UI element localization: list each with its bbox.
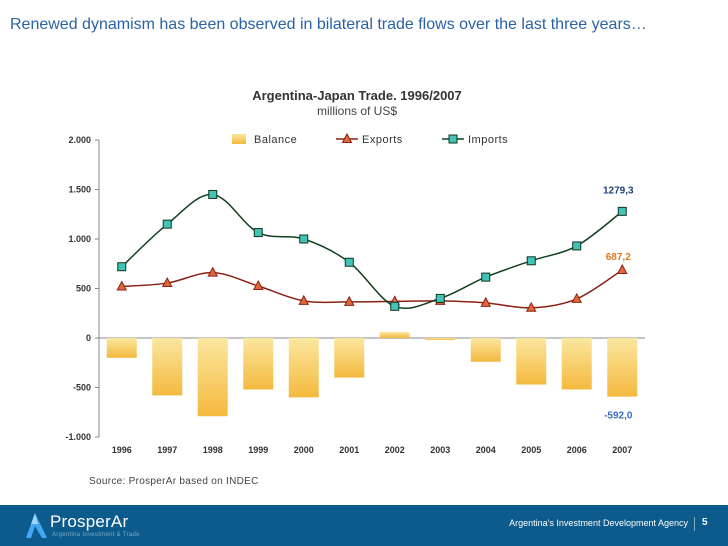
footer-divider <box>694 517 695 531</box>
x-tick-label: 1999 <box>248 445 268 455</box>
exports-marker <box>343 295 355 306</box>
logo-tagline: Argentina Investment & Trade <box>52 532 140 538</box>
balance-bar <box>470 338 501 362</box>
legend-imports-marker <box>448 134 458 144</box>
balance-bar <box>607 338 638 397</box>
y-tick-label: -1.000 <box>65 432 91 442</box>
x-tick-label: 2004 <box>476 445 496 455</box>
imports-marker <box>526 256 536 266</box>
series-lines <box>121 193 623 310</box>
imports-marker <box>344 257 354 267</box>
x-tick-label: 1997 <box>157 445 177 455</box>
legend-balance-swatch <box>232 134 246 144</box>
source-note: Source: ProsperAr based on INDEC <box>89 476 259 487</box>
imports-marker <box>572 241 582 251</box>
x-tick-label: 2005 <box>521 445 541 455</box>
legend-exports-marker <box>341 132 353 143</box>
footer-bar: ProsperAr Argentina Investment & Trade A… <box>0 505 728 546</box>
x-tick-label: 2002 <box>385 445 405 455</box>
exports-marker <box>207 266 219 277</box>
chart-legend: Balance Exports Imports <box>232 132 508 146</box>
chart-annotations: 1279,3 687,2 -592,0 <box>603 185 634 421</box>
balance-bar <box>334 338 365 378</box>
exports-marker <box>480 296 492 307</box>
x-tick-label: 1998 <box>203 445 223 455</box>
y-tick-label: 0 <box>86 333 91 343</box>
chart-title: Argentina-Japan Trade. 1996/2007 <box>252 88 462 103</box>
x-tick-label: 2003 <box>430 445 450 455</box>
prosperar-logo-icon <box>26 513 47 538</box>
series-markers <box>116 189 628 312</box>
exports-marker <box>525 301 537 312</box>
imports-marker <box>617 206 627 216</box>
imports-value-label: 1279,3 <box>603 185 634 196</box>
balance-bar <box>379 332 410 338</box>
trade-chart: Argentina-Japan Trade. 1996/2007 million… <box>65 88 645 487</box>
slide-headline: Renewed dynamism has been observed in bi… <box>10 16 647 33</box>
imports-marker <box>299 234 309 244</box>
y-tick-label: 1.500 <box>68 185 91 195</box>
exports-marker <box>116 280 128 291</box>
balance-bar <box>425 338 456 340</box>
balance-value-label: -592,0 <box>604 411 633 422</box>
imports-marker <box>390 301 400 311</box>
imports-marker <box>481 272 491 282</box>
footer-agency-text: Argentina’s Investment Development Agenc… <box>509 518 688 528</box>
legend-exports-label: Exports <box>362 134 403 146</box>
legend-imports-label: Imports <box>468 134 508 146</box>
x-tick-label: 2006 <box>567 445 587 455</box>
chart-subtitle: millions of US$ <box>317 104 397 118</box>
y-tick-label: 1.000 <box>68 234 91 244</box>
exports-marker <box>252 279 264 291</box>
imports-line <box>121 193 623 310</box>
balance-bar <box>197 338 228 417</box>
balance-bar <box>152 338 183 396</box>
exports-marker <box>298 294 310 305</box>
exports-marker <box>571 292 583 303</box>
balance-bars <box>106 332 638 417</box>
balance-bar <box>516 338 547 385</box>
y-tick-label: 2.000 <box>68 135 91 145</box>
balance-bar <box>561 338 592 390</box>
y-tick-label: 500 <box>76 284 91 294</box>
imports-marker <box>253 228 263 238</box>
legend-balance-label: Balance <box>254 134 297 146</box>
balance-bar <box>243 338 274 390</box>
imports-marker <box>162 219 172 229</box>
balance-bar <box>288 338 319 398</box>
imports-marker <box>208 189 218 199</box>
exports-marker <box>161 276 173 288</box>
exports-marker <box>616 263 628 274</box>
imports-marker <box>435 293 445 303</box>
page-number: 5 <box>702 517 708 528</box>
x-tick-label: 2000 <box>294 445 314 455</box>
balance-bar <box>106 338 137 358</box>
chart-axes: 2.000 1.500 1.000 500 0 -500 -1.000 1996 1997 199… <box>65 135 645 455</box>
x-tick-label: 1996 <box>112 445 132 455</box>
x-tick-label: 2001 <box>339 445 359 455</box>
logo-wordmark: ProsperAr <box>50 512 129 531</box>
x-tick-label: 2007 <box>612 445 632 455</box>
imports-marker <box>117 262 127 272</box>
y-tick-label: -500 <box>73 383 91 393</box>
exports-value-label: 687,2 <box>606 252 631 263</box>
exports-line <box>121 269 623 309</box>
